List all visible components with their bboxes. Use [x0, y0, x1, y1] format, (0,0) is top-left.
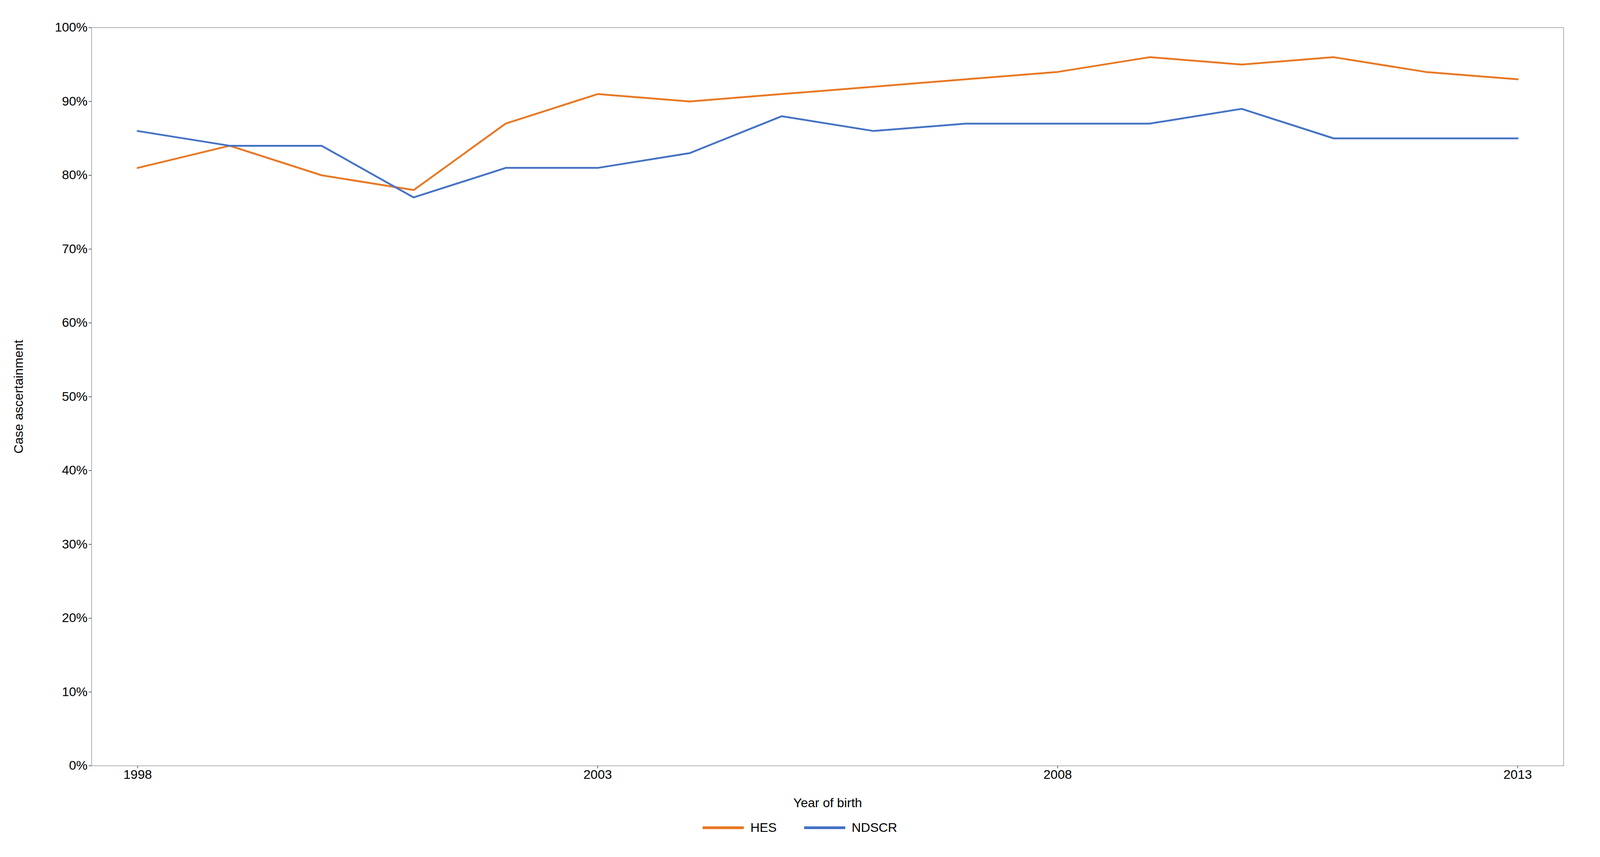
svg-text:30%: 30%	[61, 537, 88, 552]
svg-text:10%: 10%	[61, 684, 88, 699]
svg-text:40%: 40%	[61, 463, 88, 478]
svg-text:100%: 100%	[54, 20, 88, 35]
svg-text:2013: 2013	[1503, 767, 1532, 782]
svg-text:20%: 20%	[61, 610, 88, 625]
svg-text:70%: 70%	[61, 241, 88, 256]
svg-text:Year of birth: Year of birth	[793, 795, 863, 811]
svg-text:0%: 0%	[69, 758, 88, 773]
svg-text:60%: 60%	[61, 315, 88, 330]
svg-text:50%: 50%	[61, 389, 88, 404]
svg-text:1998: 1998	[123, 767, 152, 782]
html-text:NDSCR: NDSCR	[851, 820, 898, 835]
svg-text:2003: 2003	[583, 767, 612, 782]
svg-text:80%: 80%	[61, 167, 88, 182]
html-text:HES: HES	[750, 820, 777, 835]
svg-text:2008: 2008	[1043, 767, 1072, 782]
svg-text:90%: 90%	[61, 94, 88, 109]
svg-text:Case ascertainment: Case ascertainment	[11, 339, 26, 454]
